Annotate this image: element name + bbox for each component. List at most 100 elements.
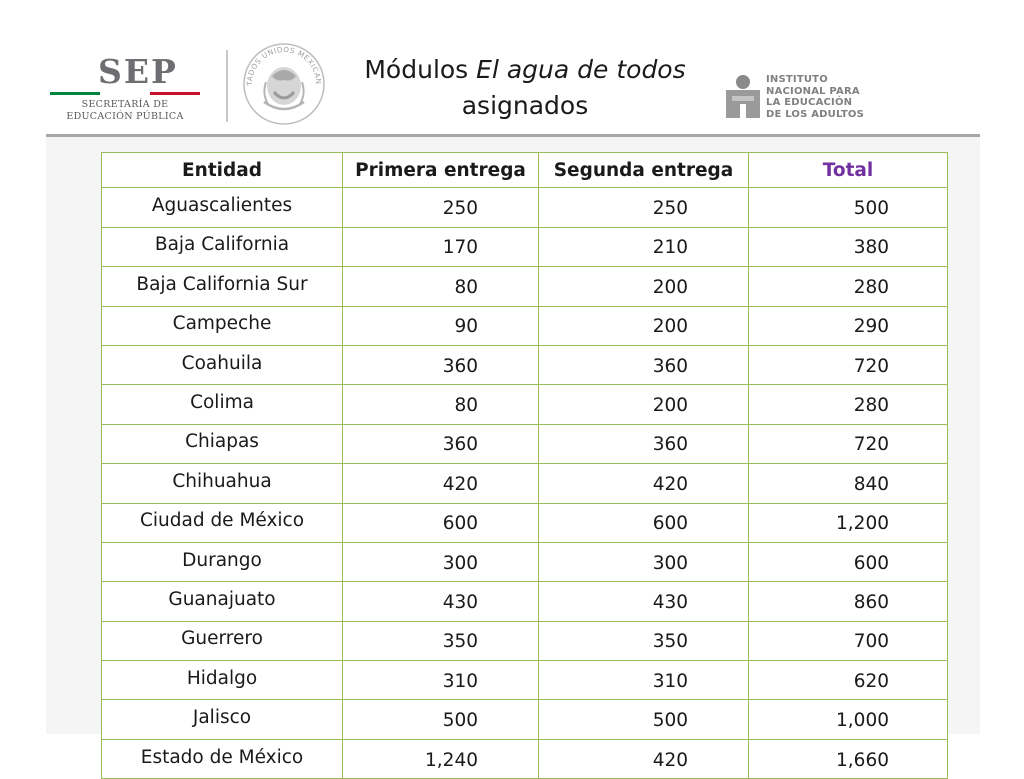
cell-entidad: Guerrero — [101, 620, 343, 662]
cell-entidad: Baja California Sur — [101, 266, 343, 307]
inea-logo: INSTITUTO NACIONAL PARA LA EDUCACIÓN DE … — [722, 74, 872, 124]
inea-line1: INSTITUTO — [766, 74, 828, 85]
cell-total: 720 — [748, 344, 948, 386]
cell-total: 600 — [748, 541, 948, 583]
cell-segunda-entrega: 360 — [538, 344, 749, 386]
inea-line4: DE LOS ADULTOS — [766, 108, 865, 120]
cell-total: 500 — [748, 187, 948, 228]
table-row: Colima 80 200 280 — [101, 384, 948, 425]
cell-segunda-entrega: 200 — [538, 305, 749, 346]
cell-segunda-entrega: 350 — [538, 620, 749, 662]
sep-logo: SEP SECRETARÍA DE EDUCACIÓN PÚBLICA — [50, 52, 210, 124]
header-primera-entrega: Primera entrega — [342, 151, 539, 189]
cell-segunda-entrega: 360 — [538, 423, 749, 465]
cell-segunda-entrega: 500 — [538, 699, 749, 740]
cell-entidad: Guanajuato — [101, 581, 343, 622]
cell-total: 700 — [748, 620, 948, 662]
sep-subtitle-line1: SECRETARÍA DE — [81, 99, 169, 110]
cell-total: 1,000 — [748, 699, 948, 740]
cell-primera-entrega: 80 — [342, 384, 539, 425]
cell-entidad: Chiapas — [101, 423, 343, 465]
cell-total: 280 — [748, 266, 948, 307]
cell-entidad: Durango — [101, 541, 343, 583]
header-divider — [226, 50, 228, 122]
cell-primera-entrega: 250 — [342, 187, 539, 228]
header-segunda-entrega: Segunda entrega — [538, 151, 749, 189]
cell-segunda-entrega: 600 — [538, 502, 749, 543]
national-seal-icon: ESTADOS UNIDOS MEXICANOS — [242, 42, 325, 125]
cell-total: 290 — [748, 305, 948, 346]
cell-primera-entrega: 600 — [342, 502, 539, 543]
header-rule — [46, 134, 980, 137]
table-row: Estado de México 1,240 420 1,660 — [101, 738, 948, 779]
cell-total: 620 — [748, 660, 948, 701]
cell-entidad: Chihuahua — [101, 463, 343, 504]
header-total: Total — [748, 151, 948, 189]
cell-entidad: Colima — [101, 384, 343, 425]
cell-total: 380 — [748, 226, 948, 268]
modules-table: Entidad Primera entrega Segunda entrega … — [101, 151, 948, 779]
cell-entidad: Coahuila — [101, 344, 343, 386]
table-row: Baja California Sur 80 200 280 — [101, 266, 948, 307]
inea-figure-icon — [726, 75, 760, 118]
cell-segunda-entrega: 210 — [538, 226, 749, 268]
inea-line3: LA EDUCACIÓN — [766, 97, 853, 108]
cell-segunda-entrega: 300 — [538, 541, 749, 583]
inea-text: INSTITUTO NACIONAL PARA LA EDUCACIÓN DE … — [766, 74, 864, 120]
cell-primera-entrega: 80 — [342, 266, 539, 307]
table-header-row: Entidad Primera entrega Segunda entrega … — [101, 151, 948, 189]
cell-primera-entrega: 90 — [342, 305, 539, 346]
cell-total: 280 — [748, 384, 948, 425]
cell-primera-entrega: 350 — [342, 620, 539, 662]
title-line1: Módulos El agua de todos — [340, 52, 710, 88]
cell-segunda-entrega: 430 — [538, 581, 749, 622]
title-italic: El agua de todos — [476, 55, 686, 84]
table-row: Jalisco 500 500 1,000 — [101, 699, 948, 740]
cell-primera-entrega: 1,240 — [342, 738, 539, 779]
title-prefix: Módulos — [364, 55, 477, 84]
cell-primera-entrega: 170 — [342, 226, 539, 268]
cell-total: 1,200 — [748, 502, 948, 543]
cell-entidad: Baja California — [101, 226, 343, 268]
cell-primera-entrega: 310 — [342, 660, 539, 701]
sep-subtitle: SECRETARÍA DE EDUCACIÓN PÚBLICA — [50, 99, 200, 123]
table-row: Hidalgo 310 310 620 — [101, 660, 948, 701]
inea-line2: NACIONAL PARA — [766, 85, 860, 97]
cell-primera-entrega: 430 — [342, 581, 539, 622]
sep-acronym: SEP — [98, 52, 178, 91]
cell-segunda-entrega: 250 — [538, 187, 749, 228]
cell-entidad: Jalisco — [101, 699, 343, 740]
table-row: Chiapas 360 360 720 — [101, 423, 948, 465]
cell-entidad: Estado de México — [101, 738, 343, 779]
cell-primera-entrega: 360 — [342, 423, 539, 465]
cell-entidad: Aguascalientes — [101, 187, 343, 228]
cell-segunda-entrega: 420 — [538, 463, 749, 504]
cell-entidad: Ciudad de México — [101, 502, 343, 543]
title-line2: asignados — [461, 91, 589, 120]
table-row: Baja California 170 210 380 — [101, 226, 948, 268]
cell-segunda-entrega: 420 — [538, 738, 749, 779]
cell-entidad: Campeche — [101, 305, 343, 346]
flag-stripes — [50, 92, 200, 95]
table-row: Guanajuato 430 430 860 — [101, 581, 948, 622]
table-row: Aguascalientes 250 250 500 — [101, 187, 948, 228]
slide-header — [46, 36, 980, 134]
cell-segunda-entrega: 200 — [538, 266, 749, 307]
cell-total: 720 — [748, 423, 948, 465]
cell-primera-entrega: 500 — [342, 699, 539, 740]
cell-segunda-entrega: 310 — [538, 660, 749, 701]
cell-primera-entrega: 360 — [342, 344, 539, 386]
table-row: Coahuila 360 360 720 — [101, 344, 948, 386]
header-entidad: Entidad — [101, 151, 343, 189]
cell-entidad: Hidalgo — [101, 660, 343, 701]
table-row: Ciudad de México 600 600 1,200 — [101, 502, 948, 543]
cell-total: 840 — [748, 463, 948, 504]
sep-subtitle-line2: EDUCACIÓN PÚBLICA — [66, 111, 184, 122]
table-row: Guerrero 350 350 700 — [101, 620, 948, 662]
page-title: Módulos El agua de todos asignados — [340, 52, 710, 124]
cell-total: 860 — [748, 581, 948, 622]
table-row: Durango 300 300 600 — [101, 541, 948, 583]
cell-primera-entrega: 300 — [342, 541, 539, 583]
table-row: Chihuahua 420 420 840 — [101, 463, 948, 504]
cell-primera-entrega: 420 — [342, 463, 539, 504]
